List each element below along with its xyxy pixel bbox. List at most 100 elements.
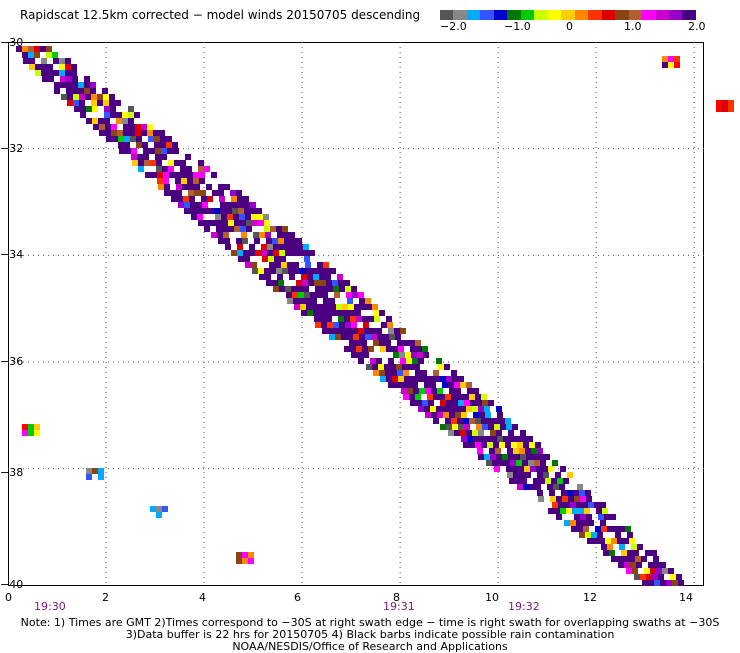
wind-pixel xyxy=(458,376,464,382)
wind-pixel xyxy=(548,508,554,514)
wind-pixel xyxy=(284,238,290,244)
wind-pixel xyxy=(72,88,78,94)
wind-pixel xyxy=(588,520,594,526)
wind-pixel xyxy=(668,568,674,574)
wind-pixel xyxy=(78,88,84,94)
wind-pixel xyxy=(34,52,40,58)
wind-pixel xyxy=(157,172,163,178)
wind-pixel xyxy=(506,466,512,472)
wind-pixel xyxy=(404,376,410,382)
wind-pixel xyxy=(141,124,147,130)
wind-pixel xyxy=(319,274,325,280)
wind-pixel xyxy=(183,196,189,202)
wind-pixel xyxy=(112,142,118,148)
wind-pixel xyxy=(225,196,231,202)
wind-pixel xyxy=(257,262,263,268)
wind-pixel xyxy=(366,304,372,310)
wind-pixel xyxy=(487,418,493,424)
wind-pixel xyxy=(378,364,384,370)
wind-pixel xyxy=(388,328,394,334)
wind-pixel xyxy=(495,448,501,454)
wind-pixel xyxy=(580,514,586,520)
wind-pixel xyxy=(387,322,393,328)
wind-pixel xyxy=(344,346,350,352)
wind-pixel xyxy=(383,334,389,340)
wind-pixel xyxy=(202,208,208,214)
wind-pixel xyxy=(35,64,41,70)
wind-pixel xyxy=(41,70,47,76)
wind-pixel xyxy=(350,316,356,322)
wind-pixel xyxy=(40,46,46,52)
wind-pixel xyxy=(584,508,590,514)
wind-pixel xyxy=(153,130,159,136)
wind-pixel xyxy=(329,298,335,304)
wind-pixel xyxy=(564,520,570,526)
wind-pixel xyxy=(268,256,274,262)
wind-pixel xyxy=(463,418,469,424)
wind-pixel xyxy=(78,82,84,88)
wind-pixel xyxy=(135,124,141,130)
wind-pixel xyxy=(482,424,488,430)
wind-pixel xyxy=(477,448,483,454)
wind-pixel xyxy=(513,472,519,478)
wind-pixel xyxy=(331,310,337,316)
wind-pixel xyxy=(482,400,488,406)
wind-pixel xyxy=(91,94,97,100)
wind-pixel xyxy=(638,568,644,574)
wind-pixel xyxy=(334,292,340,298)
wind-pixel xyxy=(424,406,430,412)
wind-pixel xyxy=(604,514,610,520)
wind-pixel xyxy=(422,376,428,382)
wind-pixel xyxy=(326,316,332,322)
wind-pixel xyxy=(498,460,504,466)
wind-pixel xyxy=(252,226,258,232)
wind-pixel xyxy=(71,70,77,76)
wind-pixel xyxy=(291,286,297,292)
wind-pixel xyxy=(578,508,584,514)
wind-pixel xyxy=(60,88,66,94)
wind-pixel xyxy=(176,190,182,196)
wind-pixel xyxy=(145,172,151,178)
wind-pixel xyxy=(173,148,179,154)
wind-pixel xyxy=(408,364,414,370)
wind-pixel xyxy=(385,370,391,376)
wind-pixel xyxy=(253,232,259,238)
colorbar-swatch xyxy=(493,10,508,20)
wind-pixel xyxy=(323,262,329,268)
wind-pixel xyxy=(434,400,440,406)
wind-pixel xyxy=(646,574,652,580)
wind-pixel xyxy=(66,76,72,82)
wind-pixel xyxy=(248,238,254,244)
wind-pixel xyxy=(187,178,193,184)
wind-pixel xyxy=(218,238,224,244)
wind-pixel xyxy=(237,244,243,250)
wind-pixel xyxy=(138,160,144,166)
wind-pixel xyxy=(233,214,239,220)
wind-pixel xyxy=(644,568,650,574)
wind-pixel xyxy=(419,388,425,394)
wind-pixel xyxy=(619,544,625,550)
wind-pixel xyxy=(601,526,607,532)
wind-pixel xyxy=(164,184,170,190)
wind-pixel xyxy=(162,166,168,172)
wind-pixel xyxy=(531,448,537,454)
wind-pixel xyxy=(475,418,481,424)
wind-pixel xyxy=(115,100,121,106)
wind-pixel xyxy=(309,250,315,256)
wind-pixel xyxy=(226,202,232,208)
wind-pixel xyxy=(307,274,313,280)
wind-pixel xyxy=(417,352,423,358)
wind-pixel xyxy=(519,472,525,478)
wind-pixel xyxy=(345,322,351,328)
wind-pixel xyxy=(394,382,400,388)
wind-pixel xyxy=(662,568,668,574)
wind-pixel xyxy=(566,508,572,514)
wind-pixel xyxy=(188,184,194,190)
wind-pixel xyxy=(340,328,346,334)
wind-pixel xyxy=(258,226,264,232)
wind-pixel xyxy=(415,340,421,346)
wind-pixel xyxy=(597,532,603,538)
wind-pixel xyxy=(278,238,284,244)
wind-pixel xyxy=(162,506,168,512)
wind-pixel xyxy=(271,274,277,280)
